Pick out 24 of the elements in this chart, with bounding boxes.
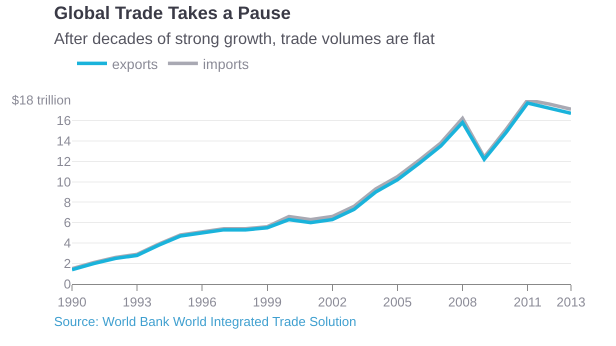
source-note: Source: World Bank World Integrated Trade Solution [54, 314, 356, 329]
y-tick-label: 2 [64, 256, 71, 272]
chart-subtitle: After decades of strong growth, trade volumes are flat [54, 31, 436, 48]
y-tick-label: 10 [56, 174, 71, 190]
x-tick-label: 2008 [448, 294, 477, 310]
x-tick-label: 2011 [514, 294, 542, 310]
y-tick-label: 12 [56, 154, 71, 169]
y-tick-label: 6 [64, 215, 71, 230]
legend-label: exports [112, 56, 158, 72]
x-tick-label: 1993 [122, 294, 152, 310]
y-tick-label: 0 [64, 276, 71, 292]
x-tick-label: 2002 [318, 294, 347, 310]
y-tick-label: 4 [64, 236, 71, 251]
y-tick-label: 8 [64, 194, 71, 210]
chart-title: Global Trade Takes a Pause [54, 3, 291, 23]
y-tick-label: 14 [56, 133, 71, 148]
y-tick-label: $18 trillion [12, 92, 71, 108]
legend-label: imports [202, 56, 249, 72]
x-tick-label: 1996 [188, 294, 217, 310]
x-tick-label: 1990 [58, 294, 86, 310]
x-tick-label: 1999 [252, 294, 282, 310]
x-tick-label: 2005 [382, 294, 412, 310]
y-tick-label: 16 [56, 112, 71, 128]
x-tick-label: 2013 [556, 294, 586, 310]
